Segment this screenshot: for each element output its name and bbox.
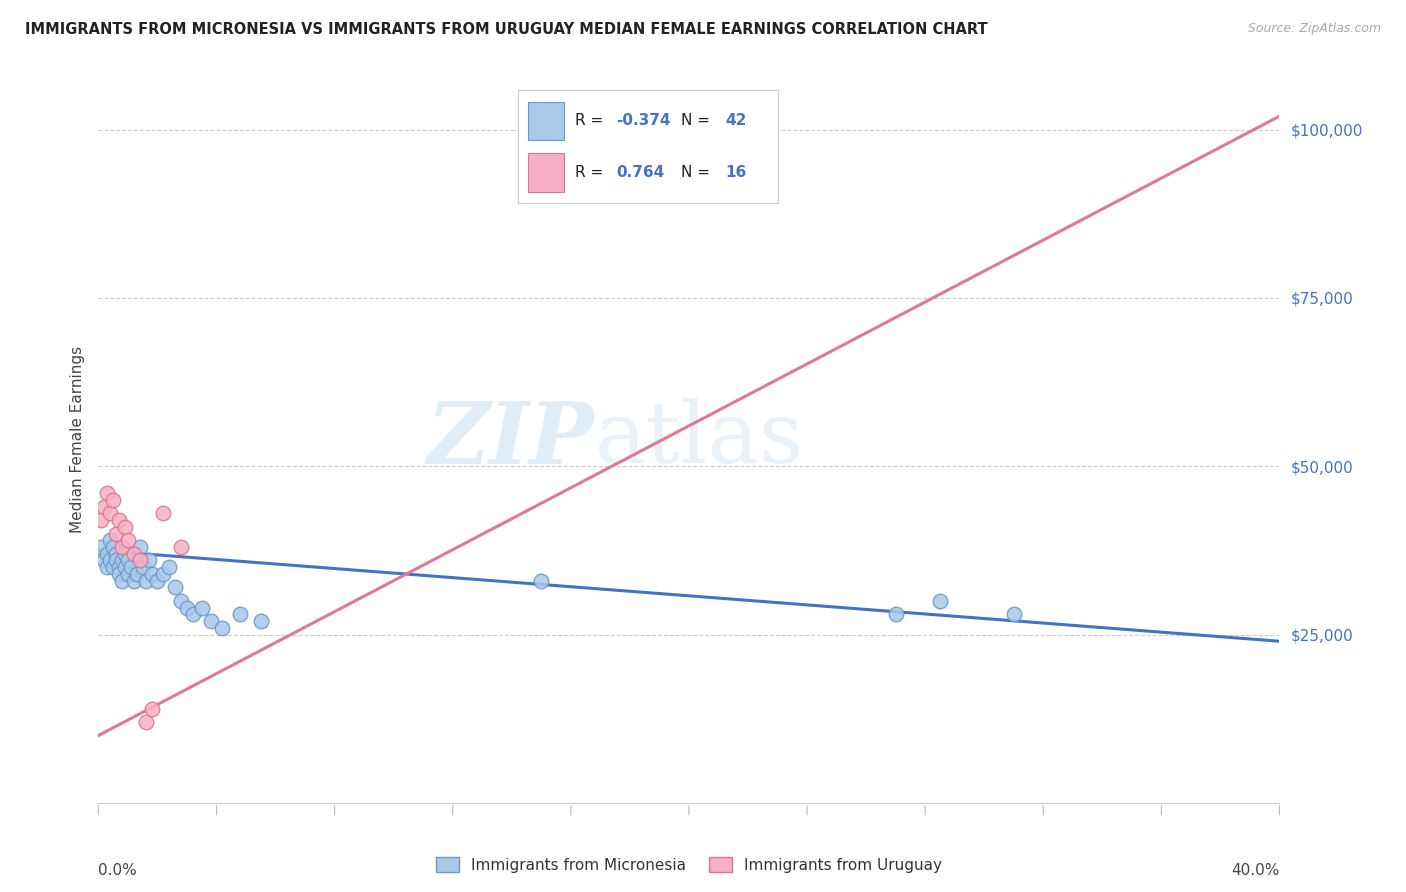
Point — [929, 594, 952, 608]
Point — [157, 560, 180, 574]
Point — [170, 540, 193, 554]
Point — [98, 533, 121, 548]
Point — [229, 607, 252, 622]
Point — [117, 553, 139, 567]
Point — [111, 540, 134, 554]
Point — [96, 560, 118, 574]
Point — [108, 560, 131, 574]
Point — [98, 507, 121, 521]
Point — [103, 492, 125, 507]
Point — [200, 614, 222, 628]
Point — [125, 566, 148, 581]
Point — [108, 513, 131, 527]
Point — [211, 621, 233, 635]
Point — [128, 553, 150, 567]
Point — [96, 486, 118, 500]
Point — [111, 574, 134, 588]
Point — [111, 553, 134, 567]
Text: ZIP: ZIP — [426, 398, 595, 481]
Point — [105, 553, 128, 567]
Point — [90, 513, 112, 527]
Point — [93, 500, 115, 514]
Point — [135, 714, 157, 729]
Point — [103, 540, 125, 554]
Text: 40.0%: 40.0% — [1232, 863, 1279, 879]
Point — [250, 614, 273, 628]
Point — [105, 526, 128, 541]
Point — [120, 560, 142, 574]
Point — [138, 553, 160, 567]
Point — [152, 566, 174, 581]
Point — [103, 560, 125, 574]
Point — [141, 701, 163, 715]
Text: 0.0%: 0.0% — [98, 863, 138, 879]
Text: Source: ZipAtlas.com: Source: ZipAtlas.com — [1247, 22, 1381, 36]
Text: IMMIGRANTS FROM MICRONESIA VS IMMIGRANTS FROM URUGUAY MEDIAN FEMALE EARNINGS COR: IMMIGRANTS FROM MICRONESIA VS IMMIGRANTS… — [25, 22, 988, 37]
Point — [122, 547, 145, 561]
Point — [98, 553, 121, 567]
Point — [96, 547, 118, 561]
Point — [117, 533, 139, 548]
Point — [191, 600, 214, 615]
Point — [170, 594, 193, 608]
Point — [165, 581, 187, 595]
Point — [117, 566, 139, 581]
Point — [146, 574, 169, 588]
Y-axis label: Median Female Earnings: Median Female Earnings — [69, 346, 84, 533]
Point — [181, 607, 204, 622]
Point — [108, 566, 131, 581]
Point — [152, 507, 174, 521]
Point — [135, 574, 157, 588]
Point — [176, 600, 198, 615]
Point — [114, 560, 136, 574]
Point — [93, 553, 115, 567]
Point — [105, 547, 128, 561]
Point — [122, 574, 145, 588]
Point — [114, 547, 136, 561]
Point — [141, 566, 163, 581]
Point — [132, 560, 155, 574]
Point — [530, 574, 553, 588]
Point — [1002, 607, 1025, 622]
Point — [884, 607, 907, 622]
Legend: Immigrants from Micronesia, Immigrants from Uruguay: Immigrants from Micronesia, Immigrants f… — [430, 851, 948, 879]
Point — [114, 520, 136, 534]
Point — [128, 540, 150, 554]
Point — [90, 540, 112, 554]
Text: atlas: atlas — [595, 398, 804, 481]
